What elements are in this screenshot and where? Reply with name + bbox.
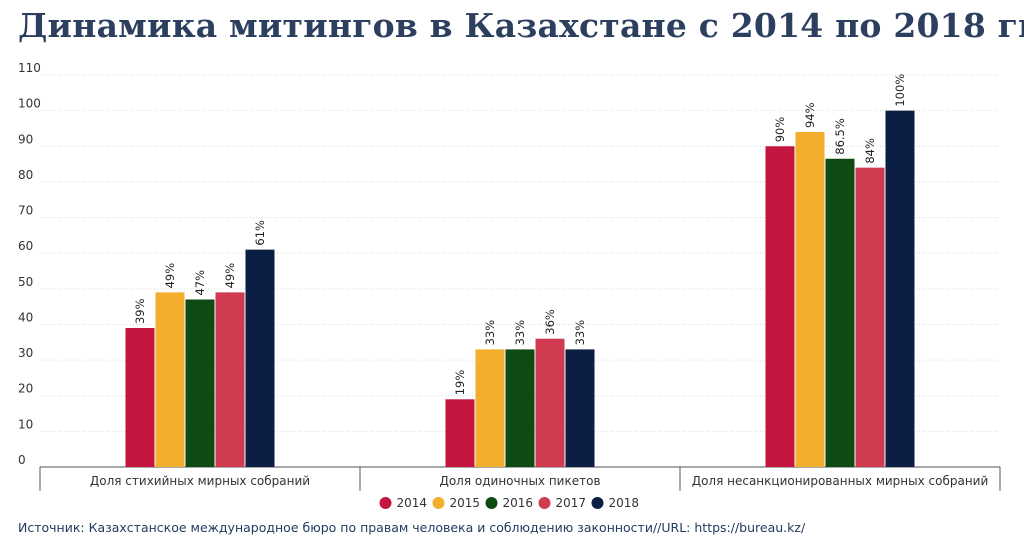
bar [765,146,795,468]
y-tick-label: 110 [18,61,41,75]
legend-marker [432,497,445,509]
data-label: 90% [773,117,787,143]
data-label: 19% [453,370,467,396]
y-tick-label: 70 [18,204,33,218]
category-label: Доля стихийных мирных собраний [90,474,310,488]
legend-marker [379,497,392,509]
y-tick-label: 80 [18,168,33,182]
legend-marker [485,497,498,509]
y-tick-label: 30 [18,346,33,360]
y-tick-label: 20 [18,382,33,396]
data-label: 100% [893,74,907,107]
y-tick-label: 60 [18,239,33,253]
data-label: 49% [163,263,177,289]
y-tick-label: 10 [18,417,33,431]
bar [245,249,275,467]
bar [505,349,535,467]
y-tick-label: 50 [18,275,33,289]
source-note: Источник: Казахстанское международное бю… [18,520,806,535]
category-label: Доля одиночных пикетов [439,474,600,488]
data-label: 94% [803,102,817,128]
y-tick-label: 40 [18,310,33,324]
legend-label: 2014 [397,496,428,510]
bar [885,110,915,468]
chart-title: Динамика митингов в Казахстане с 2014 по… [18,6,1024,45]
bar [155,292,185,467]
bar [475,349,505,467]
bar [825,158,855,467]
category-label: Доля несанкционированных мирных собраний [692,474,989,488]
legend-marker [538,497,551,509]
data-label: 33% [483,320,497,346]
legend-label: 2018 [609,496,640,510]
legend-label: 2015 [450,496,481,510]
bar [445,399,475,467]
bar [795,132,825,467]
legend-marker [591,497,604,509]
y-tick-label: 90 [18,132,33,146]
legend-label: 2017 [556,496,587,510]
bar [185,299,215,467]
bar [125,328,155,467]
data-label: 49% [223,263,237,289]
bar [535,338,565,467]
data-label: 86.5% [833,118,847,155]
data-label: 61% [253,220,267,246]
data-label: 33% [573,320,587,346]
y-tick-label: 100 [18,97,41,111]
bar [565,349,595,467]
legend-label: 2016 [503,496,534,510]
data-label: 39% [133,298,147,324]
data-label: 36% [543,309,557,335]
data-label: 84% [863,138,877,164]
bar [855,167,885,467]
data-label: 47% [193,270,207,296]
y-tick-label: 0 [18,453,26,467]
data-label: 33% [513,320,527,346]
bar [215,292,245,467]
